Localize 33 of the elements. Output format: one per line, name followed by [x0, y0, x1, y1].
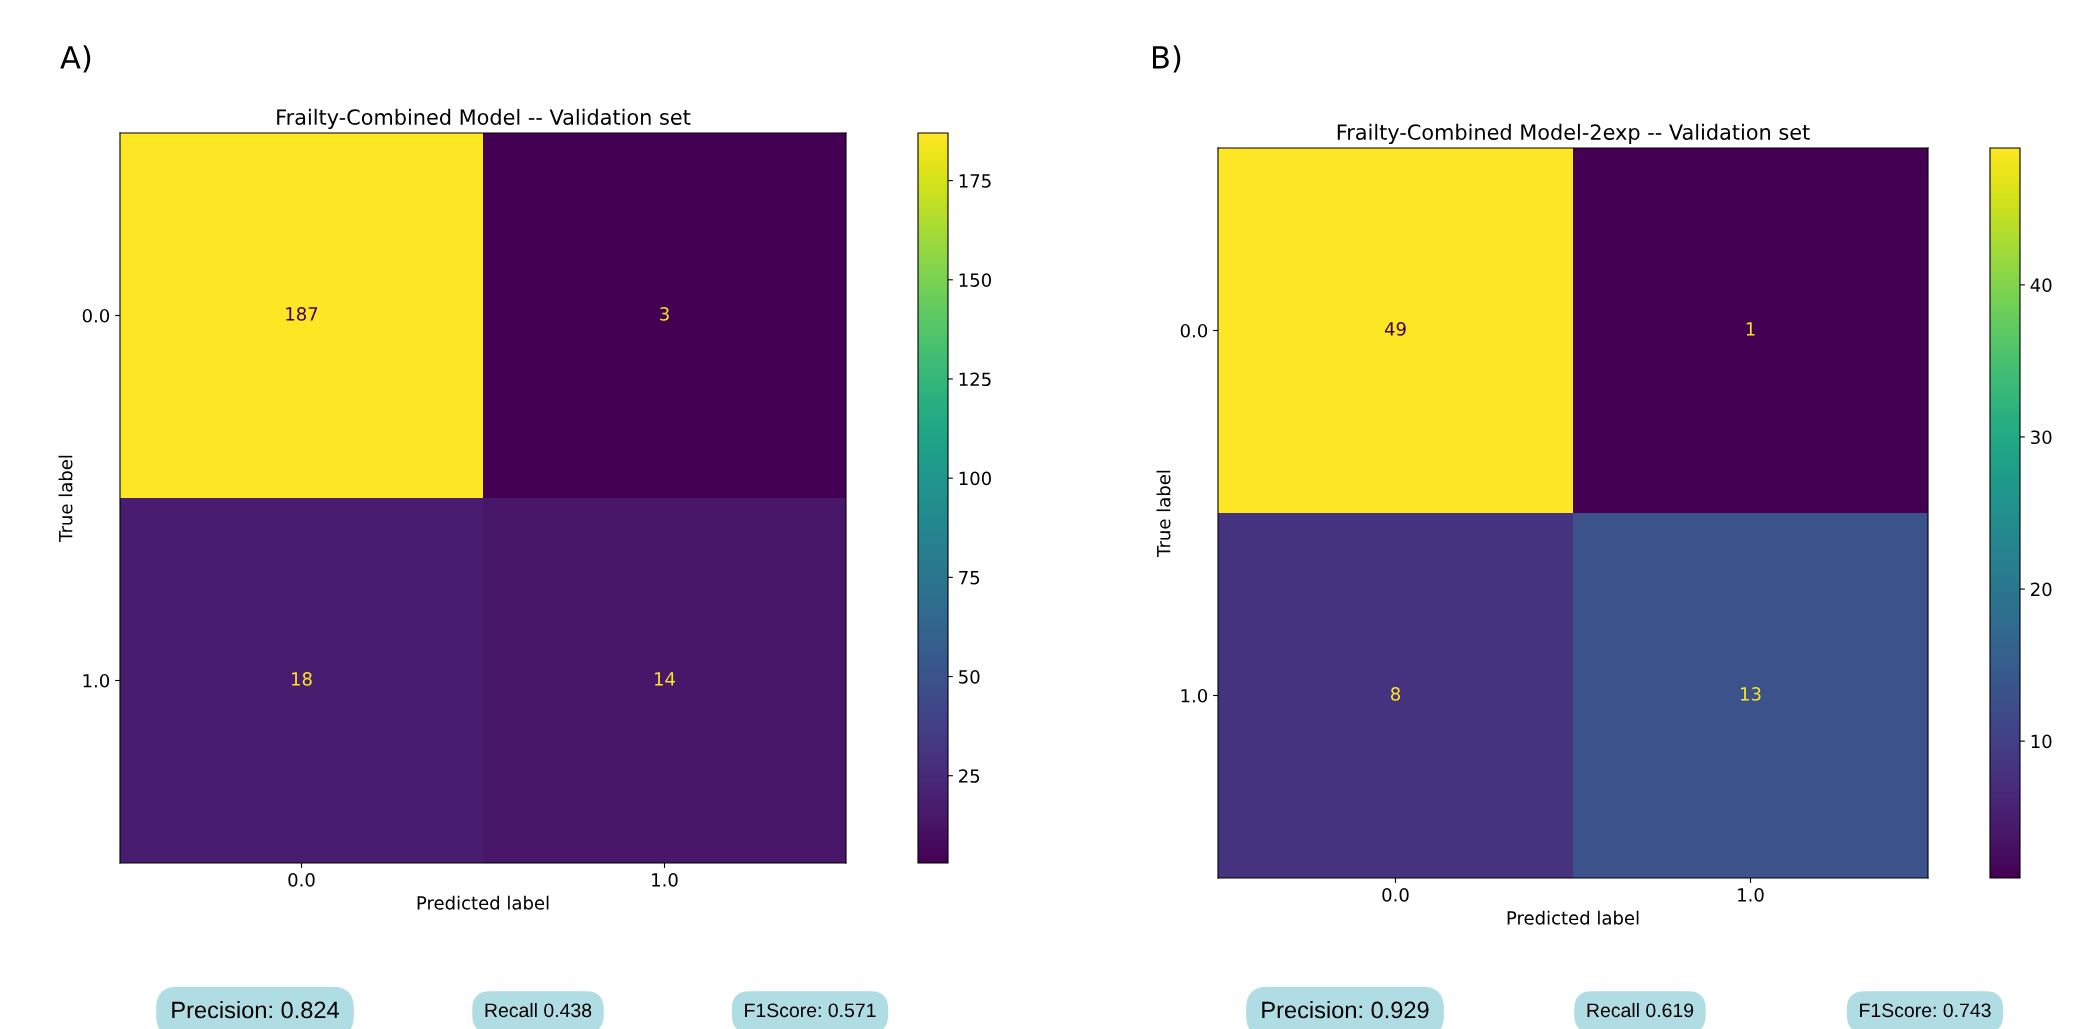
- x-axis-title: Predicted label: [417, 895, 549, 910]
- color-bar-label: 75: [959, 571, 980, 585]
- chart-title: Frailty-Combined Model -- Validation set: [277, 108, 691, 129]
- text: B): [1153, 45, 1181, 73]
- color-bar-label: 175: [959, 174, 991, 188]
- data-label: 3: [660, 307, 669, 321]
- data-label: 1: [1746, 322, 1755, 336]
- chart-title: Frailty-Combined Model-2exp -- Validation set: [1337, 123, 1810, 144]
- color-bar-label: 100: [959, 471, 991, 486]
- color-bar-label: 50: [959, 669, 980, 684]
- data-label: 18: [292, 672, 312, 686]
- color-bar-label: 40: [2030, 278, 2052, 292]
- y-axis-title: True label: [1156, 470, 1171, 557]
- data-label: 187: [286, 307, 318, 321]
- x-axis-title: Predicted label: [1507, 910, 1639, 925]
- text: F1Score: 0.571: [745, 1003, 876, 1018]
- data-label: 8: [1390, 687, 1401, 701]
- data-label: 49: [1384, 322, 1406, 336]
- color-bar-label: 150: [959, 273, 991, 287]
- y-axis-title: True label: [58, 455, 73, 542]
- text: Precision: 0.929: [1262, 1000, 1429, 1019]
- text: Recall 0.438: [485, 1002, 592, 1018]
- text: A): [60, 45, 91, 73]
- text: F1Score: 0.743: [1860, 1003, 1991, 1018]
- color-bar-label: 20: [2031, 582, 2052, 597]
- color-bar-label: 30: [2031, 430, 2052, 445]
- data-label: 14: [655, 672, 675, 686]
- color-bar-label: 10: [2031, 734, 2052, 749]
- color-bar-label: 125: [959, 372, 991, 387]
- data-label: 13: [1741, 687, 1761, 701]
- text: Precision: 0.824: [172, 1000, 339, 1019]
- color-bar-label: 25: [959, 769, 980, 783]
- text: Recall 0.619: [1587, 1002, 1694, 1018]
